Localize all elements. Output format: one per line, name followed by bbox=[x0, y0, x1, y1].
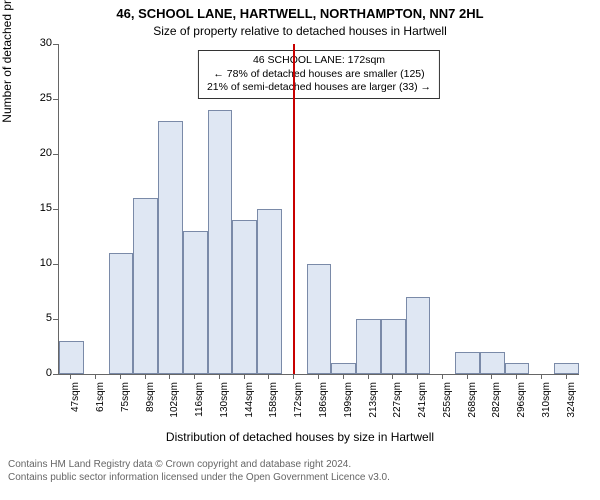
info-line-1: 46 SCHOOL LANE: 172sqm bbox=[207, 54, 431, 68]
y-tick-mark bbox=[53, 209, 58, 210]
x-tick-mark bbox=[442, 374, 443, 379]
footer-line-1: Contains HM Land Registry data © Crown c… bbox=[8, 458, 390, 471]
y-tick-label: 15 bbox=[28, 202, 52, 214]
x-tick-mark bbox=[541, 374, 542, 379]
x-tick-label: 172sqm bbox=[293, 382, 304, 432]
info-line-2: ← 78% of detached houses are smaller (12… bbox=[207, 68, 431, 82]
x-tick-mark bbox=[343, 374, 344, 379]
x-tick-mark bbox=[566, 374, 567, 379]
x-tick-mark bbox=[467, 374, 468, 379]
x-tick-mark bbox=[368, 374, 369, 379]
x-tick-label: 47sqm bbox=[70, 382, 81, 432]
marker-line bbox=[293, 44, 295, 374]
x-tick-mark bbox=[95, 374, 96, 379]
histogram-bar bbox=[480, 352, 505, 374]
histogram-bar bbox=[331, 363, 356, 374]
histogram-bar bbox=[554, 363, 579, 374]
x-tick-mark bbox=[244, 374, 245, 379]
y-tick-label: 25 bbox=[28, 92, 52, 104]
histogram-bar bbox=[356, 319, 381, 374]
y-tick-label: 20 bbox=[28, 147, 52, 159]
histogram-bar bbox=[455, 352, 480, 374]
x-tick-label: 282sqm bbox=[491, 382, 502, 432]
x-tick-mark bbox=[392, 374, 393, 379]
x-tick-mark bbox=[318, 374, 319, 379]
histogram-bar bbox=[381, 319, 406, 374]
x-tick-label: 241sqm bbox=[417, 382, 428, 432]
y-tick-label: 5 bbox=[28, 312, 52, 324]
histogram-bar bbox=[307, 264, 332, 374]
y-axis-label: Number of detached properties bbox=[0, 0, 14, 140]
histogram-bar bbox=[505, 363, 530, 374]
x-tick-label: 199sqm bbox=[343, 382, 354, 432]
y-tick-mark bbox=[53, 154, 58, 155]
histogram-bar bbox=[158, 121, 183, 374]
histogram-bar bbox=[133, 198, 158, 374]
histogram-bar bbox=[406, 297, 431, 374]
histogram-bar bbox=[109, 253, 134, 374]
x-tick-mark bbox=[70, 374, 71, 379]
x-axis-label: Distribution of detached houses by size … bbox=[0, 430, 600, 444]
x-tick-label: 116sqm bbox=[194, 382, 205, 432]
histogram-bar bbox=[183, 231, 208, 374]
x-tick-label: 296sqm bbox=[516, 382, 527, 432]
histogram-bar bbox=[208, 110, 233, 374]
y-tick-mark bbox=[53, 319, 58, 320]
x-tick-label: 75sqm bbox=[120, 382, 131, 432]
footer-attribution: Contains HM Land Registry data © Crown c… bbox=[8, 458, 390, 484]
x-tick-mark bbox=[194, 374, 195, 379]
x-tick-mark bbox=[516, 374, 517, 379]
x-tick-mark bbox=[169, 374, 170, 379]
x-tick-label: 255sqm bbox=[442, 382, 453, 432]
x-tick-label: 158sqm bbox=[268, 382, 279, 432]
info-line-3: 21% of semi-detached houses are larger (… bbox=[207, 81, 431, 95]
x-tick-label: 61sqm bbox=[95, 382, 106, 432]
chart-container: 46, SCHOOL LANE, HARTWELL, NORTHAMPTON, … bbox=[0, 0, 600, 500]
x-tick-label: 102sqm bbox=[169, 382, 180, 432]
histogram-bar bbox=[59, 341, 84, 374]
x-tick-label: 324sqm bbox=[566, 382, 577, 432]
histogram-bar bbox=[232, 220, 257, 374]
y-tick-label: 30 bbox=[28, 37, 52, 49]
x-tick-mark bbox=[268, 374, 269, 379]
y-tick-mark bbox=[53, 44, 58, 45]
chart-title-address: 46, SCHOOL LANE, HARTWELL, NORTHAMPTON, … bbox=[0, 6, 600, 21]
plot-area: 46 SCHOOL LANE: 172sqm ← 78% of detached… bbox=[58, 44, 579, 375]
x-tick-label: 144sqm bbox=[244, 382, 255, 432]
x-tick-mark bbox=[293, 374, 294, 379]
info-box: 46 SCHOOL LANE: 172sqm ← 78% of detached… bbox=[198, 50, 440, 99]
x-tick-mark bbox=[219, 374, 220, 379]
y-tick-label: 0 bbox=[28, 367, 52, 379]
y-tick-mark bbox=[53, 99, 58, 100]
y-tick-label: 10 bbox=[28, 257, 52, 269]
x-tick-label: 268sqm bbox=[467, 382, 478, 432]
footer-line-2: Contains public sector information licen… bbox=[8, 471, 390, 484]
x-tick-mark bbox=[417, 374, 418, 379]
y-tick-mark bbox=[53, 374, 58, 375]
x-tick-label: 130sqm bbox=[219, 382, 230, 432]
histogram-bar bbox=[257, 209, 282, 374]
x-tick-label: 186sqm bbox=[318, 382, 329, 432]
x-tick-label: 213sqm bbox=[368, 382, 379, 432]
x-tick-mark bbox=[145, 374, 146, 379]
x-tick-mark bbox=[120, 374, 121, 379]
x-tick-mark bbox=[491, 374, 492, 379]
x-tick-label: 310sqm bbox=[541, 382, 552, 432]
y-tick-mark bbox=[53, 264, 58, 265]
x-tick-label: 89sqm bbox=[145, 382, 156, 432]
chart-subtitle: Size of property relative to detached ho… bbox=[0, 24, 600, 38]
x-tick-label: 227sqm bbox=[392, 382, 403, 432]
